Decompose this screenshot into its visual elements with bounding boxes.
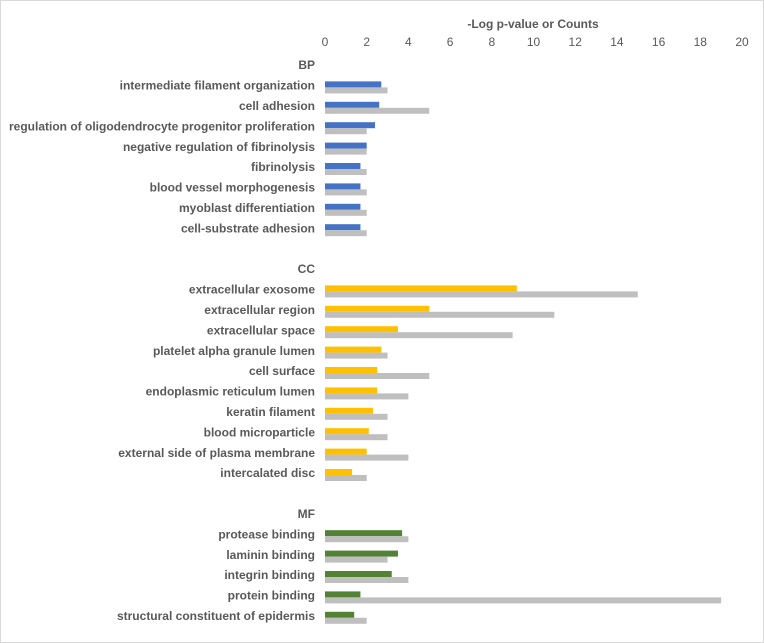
bar xyxy=(325,326,398,333)
bar xyxy=(325,183,361,190)
bar xyxy=(325,373,430,379)
y-tick-label: regulation of oligodendrocyte progenitor… xyxy=(9,119,315,133)
y-tick-label: keratin filament xyxy=(226,405,315,419)
bar xyxy=(325,591,361,598)
bar xyxy=(325,393,409,400)
y-tick-label: MF xyxy=(298,507,315,521)
bar xyxy=(325,617,367,624)
bar xyxy=(325,352,388,359)
bar xyxy=(325,224,361,231)
x-tick-label: 16 xyxy=(652,35,666,49)
bar xyxy=(325,611,355,618)
y-tick-label: integrin binding xyxy=(224,568,315,582)
y-tick-label: blood microparticle xyxy=(204,425,316,439)
bar xyxy=(325,550,398,557)
bar xyxy=(325,311,555,318)
bar xyxy=(325,475,367,481)
bar xyxy=(325,142,367,149)
bar xyxy=(325,597,722,604)
y-tick-label: structural constituent of epidermis xyxy=(117,609,315,623)
bar xyxy=(325,163,361,169)
x-tick-label: 20 xyxy=(735,35,749,49)
bar xyxy=(325,285,517,292)
x-tick-label: 12 xyxy=(569,35,583,49)
y-tick-label: blood vessel morphogenesis xyxy=(150,181,316,195)
bar xyxy=(325,469,353,475)
x-tick-label: 6 xyxy=(447,35,454,49)
bar xyxy=(325,128,367,135)
y-tick-label: negative regulation of fibrinolysis xyxy=(123,140,315,154)
x-tick-label: 18 xyxy=(694,35,708,49)
bar xyxy=(325,556,388,563)
bar xyxy=(325,203,361,210)
bar xyxy=(325,107,430,114)
x-tick-label: 8 xyxy=(488,35,495,49)
bar xyxy=(325,454,409,461)
bar xyxy=(325,148,367,155)
y-tick-label: endoplasmic reticulum lumen xyxy=(146,385,315,399)
bar xyxy=(325,332,513,339)
y-tick-label: protein binding xyxy=(228,589,315,603)
x-tick-label: 4 xyxy=(405,35,412,49)
y-tick-label: fibrinolysis xyxy=(251,160,315,174)
y-tick-label: CC xyxy=(298,262,316,276)
bar xyxy=(325,346,382,353)
y-tick-label: intermediate filament organization xyxy=(120,79,315,93)
bar xyxy=(325,536,409,543)
bar xyxy=(325,209,367,216)
bar xyxy=(325,101,380,108)
x-tick-label: 2 xyxy=(363,35,370,49)
bar xyxy=(325,189,367,196)
bar xyxy=(325,291,638,298)
x-tick-label: 14 xyxy=(610,35,624,49)
bar xyxy=(325,434,388,441)
bar xyxy=(325,305,430,312)
bar xyxy=(325,413,388,420)
y-tick-label: cell-substrate adhesion xyxy=(181,221,315,235)
y-tick-label: external side of plasma membrane xyxy=(118,446,315,460)
bar xyxy=(325,87,388,94)
bar xyxy=(325,169,367,175)
y-tick-label: extracellular space xyxy=(207,323,315,337)
x-tick-label: 10 xyxy=(527,35,541,49)
bar xyxy=(325,81,382,88)
y-tick-label: protease binding xyxy=(218,527,315,541)
y-tick-label: laminin binding xyxy=(226,548,315,562)
bar xyxy=(325,367,378,373)
y-tick-label: extracellular exosome xyxy=(189,283,315,297)
bar xyxy=(325,387,378,394)
y-tick-label: BP xyxy=(298,58,315,72)
y-tick-label: platelet alpha granule lumen xyxy=(153,344,315,358)
bar xyxy=(325,530,403,537)
bar xyxy=(325,407,373,414)
y-tick-label: cell adhesion xyxy=(239,99,315,113)
y-tick-label: intercalated disc xyxy=(220,466,315,480)
x-tick-label: 0 xyxy=(322,35,329,49)
y-tick-label: myoblast differentiation xyxy=(179,201,315,215)
y-tick-label: extracellular region xyxy=(204,303,315,317)
bar xyxy=(325,577,409,583)
bar xyxy=(325,230,367,237)
bar xyxy=(325,428,369,435)
x-axis-title: -Log p-value or Counts xyxy=(467,17,599,31)
bar xyxy=(325,448,367,455)
y-tick-label: cell surface xyxy=(249,364,315,378)
bar xyxy=(325,571,392,577)
bar xyxy=(325,122,376,129)
